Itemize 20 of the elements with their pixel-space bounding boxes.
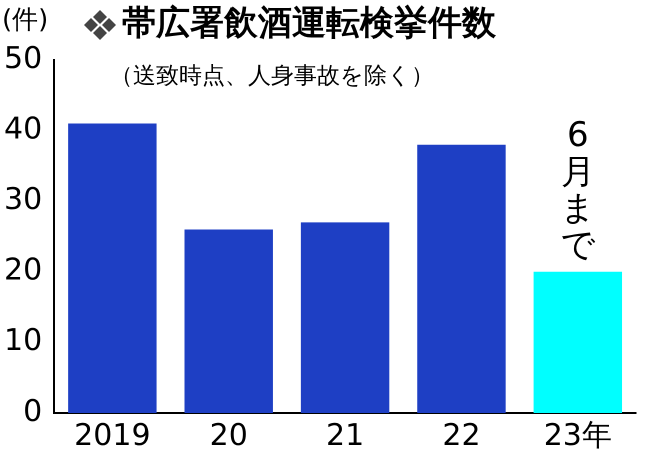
y-axis-title: (件) bbox=[2, 4, 48, 37]
bar bbox=[68, 124, 157, 413]
chart-title: 帯広署飲酒運転検挙件数 bbox=[122, 2, 496, 45]
y-tick-label: 10 bbox=[4, 323, 42, 358]
bar bbox=[534, 272, 622, 413]
x-tick-label: 22 bbox=[442, 418, 481, 453]
annotation: 6月まで bbox=[560, 114, 596, 266]
bar bbox=[300, 222, 390, 413]
y-tick-label: 20 bbox=[4, 252, 42, 288]
bar bbox=[184, 229, 273, 413]
y-tick-label: 30 bbox=[4, 182, 42, 217]
x-tick-label: 23年 bbox=[544, 418, 612, 453]
x-tick-label: 20 bbox=[210, 418, 248, 453]
y-tick-label: 50 bbox=[4, 40, 42, 76]
bar bbox=[417, 144, 506, 413]
x-tick-label: 21 bbox=[326, 418, 364, 453]
x-tick-label: 2019 bbox=[74, 418, 151, 453]
y-tick-label: 40 bbox=[4, 111, 42, 146]
y-tick-label: 0 bbox=[23, 394, 42, 429]
chart-subtitle: （送致時点、人身事故を除く） bbox=[110, 62, 434, 91]
